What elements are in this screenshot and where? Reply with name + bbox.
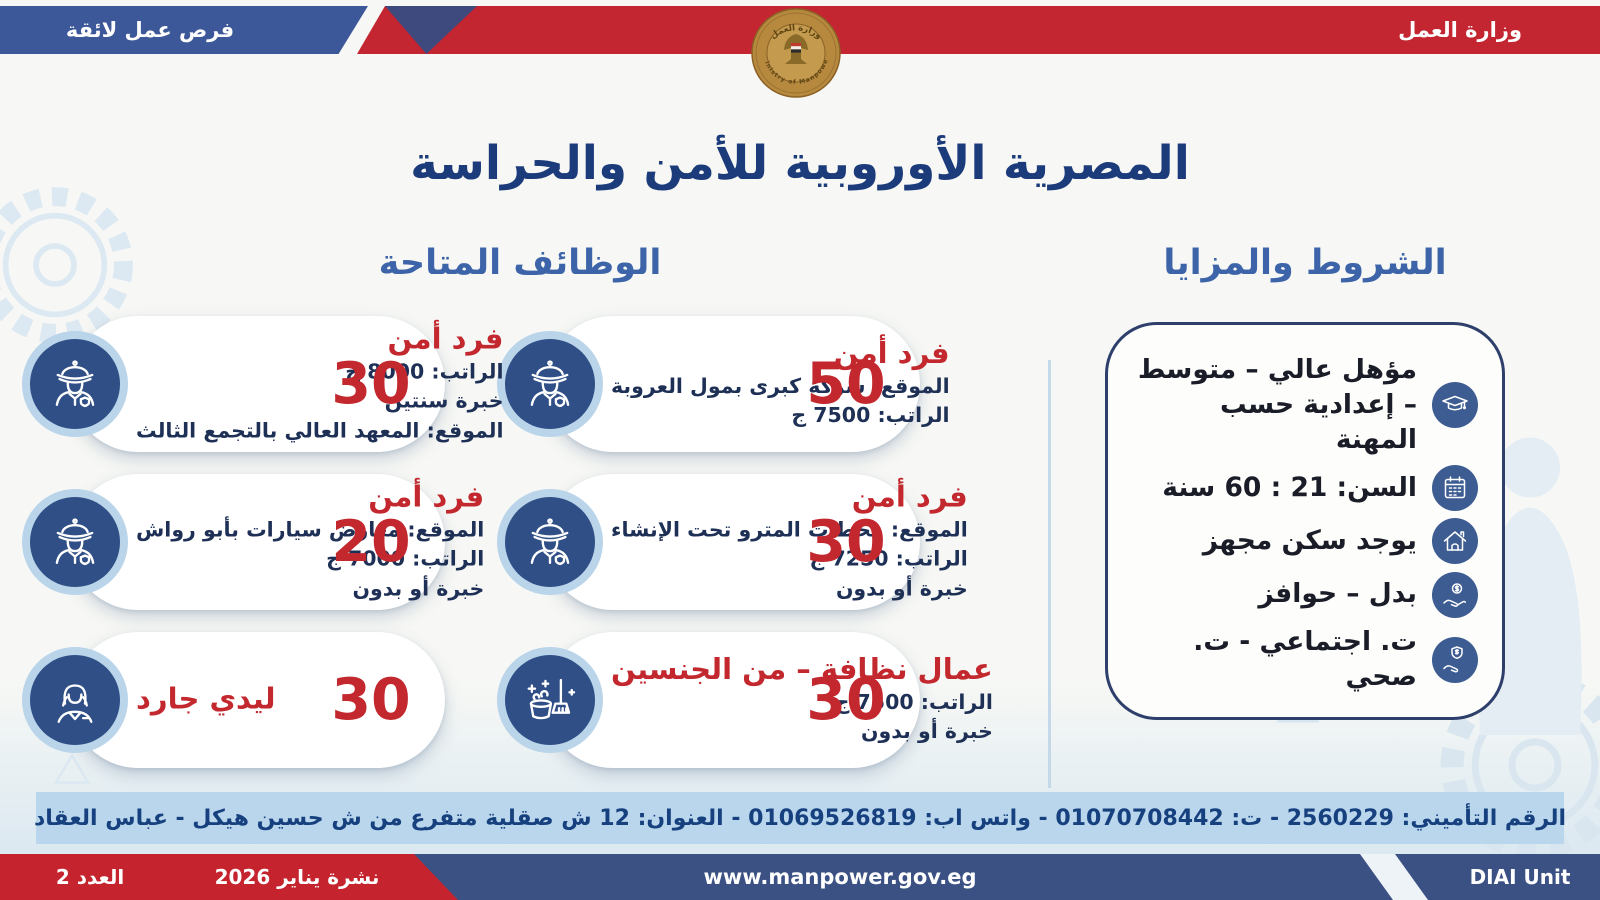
job-card-security-metro: فرد أمن الموقع: محطات المترو تحت الإنشاء… [497,474,968,610]
benefit-text: السن: 21 : 60 سنة [1162,471,1417,503]
job-card-security-showrooms: فرد أمن الموقع: معارض سيارات بأبو رواش ا… [22,474,484,610]
unit-label: DIAI Unit [1469,865,1571,889]
hand-coin-icon [1432,571,1478,618]
job-title: فرد أمن [368,479,485,514]
job-card-text: فرد أمن الموقع: شركة كبرى بمول العروبة ا… [611,336,950,431]
page-title: المصرية الأوروبية للأمن والحراسة [410,136,1190,191]
job-title: فرد أمن [851,479,968,514]
job-detail: الموقع: معارض سيارات بأبو رواش [136,518,485,543]
lady-guard-icon [22,647,128,753]
job-detail: الموقع: محطات المترو تحت الإنشاء [611,518,968,543]
topbar-left-ribbon: فرص عمل لائقة [0,6,368,54]
security-guard-icon [22,489,128,595]
security-guard-icon [497,489,603,595]
job-detail: الموقع: المعهد العالي بالتجمع الثالث [136,418,504,443]
benefit-item-qualification: مؤهل عالي – متوسط – إعدادية حسب المهنة [1134,353,1478,458]
benefit-text: بدل – حوافز [1258,578,1417,610]
benefit-text: يوجد سكن مجهز [1202,524,1417,556]
job-card-cleaning-workers: عمال نظافة – من الجنسين الراتب: 7500 ج خ… [497,632,993,768]
job-detail: الراتب: 7500 ج [834,690,993,715]
benefit-item-allowances: بدل – حوافز [1134,571,1478,618]
job-card-text: ليدي جارد [136,681,276,717]
job-title: فرد أمن [833,336,950,371]
job-card-text: فرد أمن الموقع: معارض سيارات بأبو رواش ا… [136,479,485,604]
job-detail: الراتب: 7500 ج [791,403,950,428]
benefit-text: ت. اجتماعي - ت. صحي [1193,626,1417,692]
decent-work-label: فرص عمل لائقة [65,18,235,42]
job-card-security-institute: فرد أمن الراتب: 8000 ج خبرة سنتين الموقع… [22,316,504,452]
benefit-text: مؤهل عالي – متوسط – إعدادية حسب المهنة [1137,354,1417,455]
footer-red-ribbon [0,854,458,900]
ministry-seal-logo: وزارة العمل Ministry of Manpower [747,2,842,99]
vacancy-count: 30 [331,667,411,733]
jobs-grid: فرد أمن الموقع: شركة كبرى بمول العروبة ا… [22,316,993,768]
topbar-right-ribbon: وزارة العمل [357,6,1600,54]
graduation-cap-icon [1432,382,1478,429]
vacancy-count: 30 [331,351,411,417]
job-detail: خبرة أو بدون [352,576,485,601]
ministry-seal-icon: وزارة العمل Ministry of Manpower [747,2,841,98]
issue-number: العدد 2 [55,865,125,889]
benefits-panel: مؤهل عالي – متوسط – إعدادية حسب المهنة ا… [1105,322,1505,720]
calendar-icon [1432,465,1478,512]
benefits-section-header: الشروط والمزايا [1163,243,1447,283]
bulletin-date: نشرة يناير 2026 [214,865,380,889]
job-card-lady-guard: ليدي جارد 30 [22,632,445,768]
website-link[interactable]: www.manpower.gov.eg [703,865,977,889]
job-card-text: فرد أمن الموقع: محطات المترو تحت الإنشاء… [611,479,968,604]
ministry-label: وزارة العمل [1398,18,1522,42]
vacancy-count: 30 [806,509,886,575]
job-card-text: عمال نظافة – من الجنسين الراتب: 7500 ج خ… [611,652,993,747]
benefit-item-insurance: ت. اجتماعي - ت. صحي [1134,625,1478,695]
contact-bar: الرقم التأميني: 2560229 - ت: 01070708442… [33,792,1567,844]
job-title: ليدي جارد [136,681,276,716]
benefit-item-housing: يوجد سكن مجهز [1134,518,1478,565]
job-detail: الراتب: 7250 ج [809,547,968,572]
vacancy-count: 50 [806,351,886,417]
job-detail: خبرة أو بدون [835,576,968,601]
job-card-security-mall: فرد أمن الموقع: شركة كبرى بمول العروبة ا… [497,316,950,452]
cleaning-icon [497,647,603,753]
benefit-item-age: السن: 21 : 60 سنة [1134,465,1478,512]
job-title: فرد أمن [387,321,504,356]
job-detail: خبرة أو بدون [861,719,993,744]
section-divider [1048,360,1051,788]
hand-shield-icon [1432,637,1478,683]
security-guard-icon [497,331,603,437]
vacancy-count: 30 [806,667,886,733]
footer-bar: العدد 2 نشرة يناير 2026 www.manpower.gov… [0,854,1600,900]
vacancy-count: 20 [331,509,411,575]
job-detail: الراتب: 8000 ج [345,360,504,385]
job-detail: الراتب: 7000 ج [326,547,485,572]
job-card-text: فرد أمن الراتب: 8000 ج خبرة سنتين الموقع… [136,321,504,446]
jobs-section-header: الوظائف المتاحة [378,243,662,283]
job-detail: الموقع: شركة كبرى بمول العروبة [611,374,950,399]
job-detail: خبرة سنتين [384,389,504,414]
job-title: عمال نظافة – من الجنسين [611,652,993,687]
security-guard-icon [22,331,128,437]
house-icon [1432,518,1478,565]
contact-info-text: الرقم التأميني: 2560229 - ت: 01070708442… [33,805,1567,831]
